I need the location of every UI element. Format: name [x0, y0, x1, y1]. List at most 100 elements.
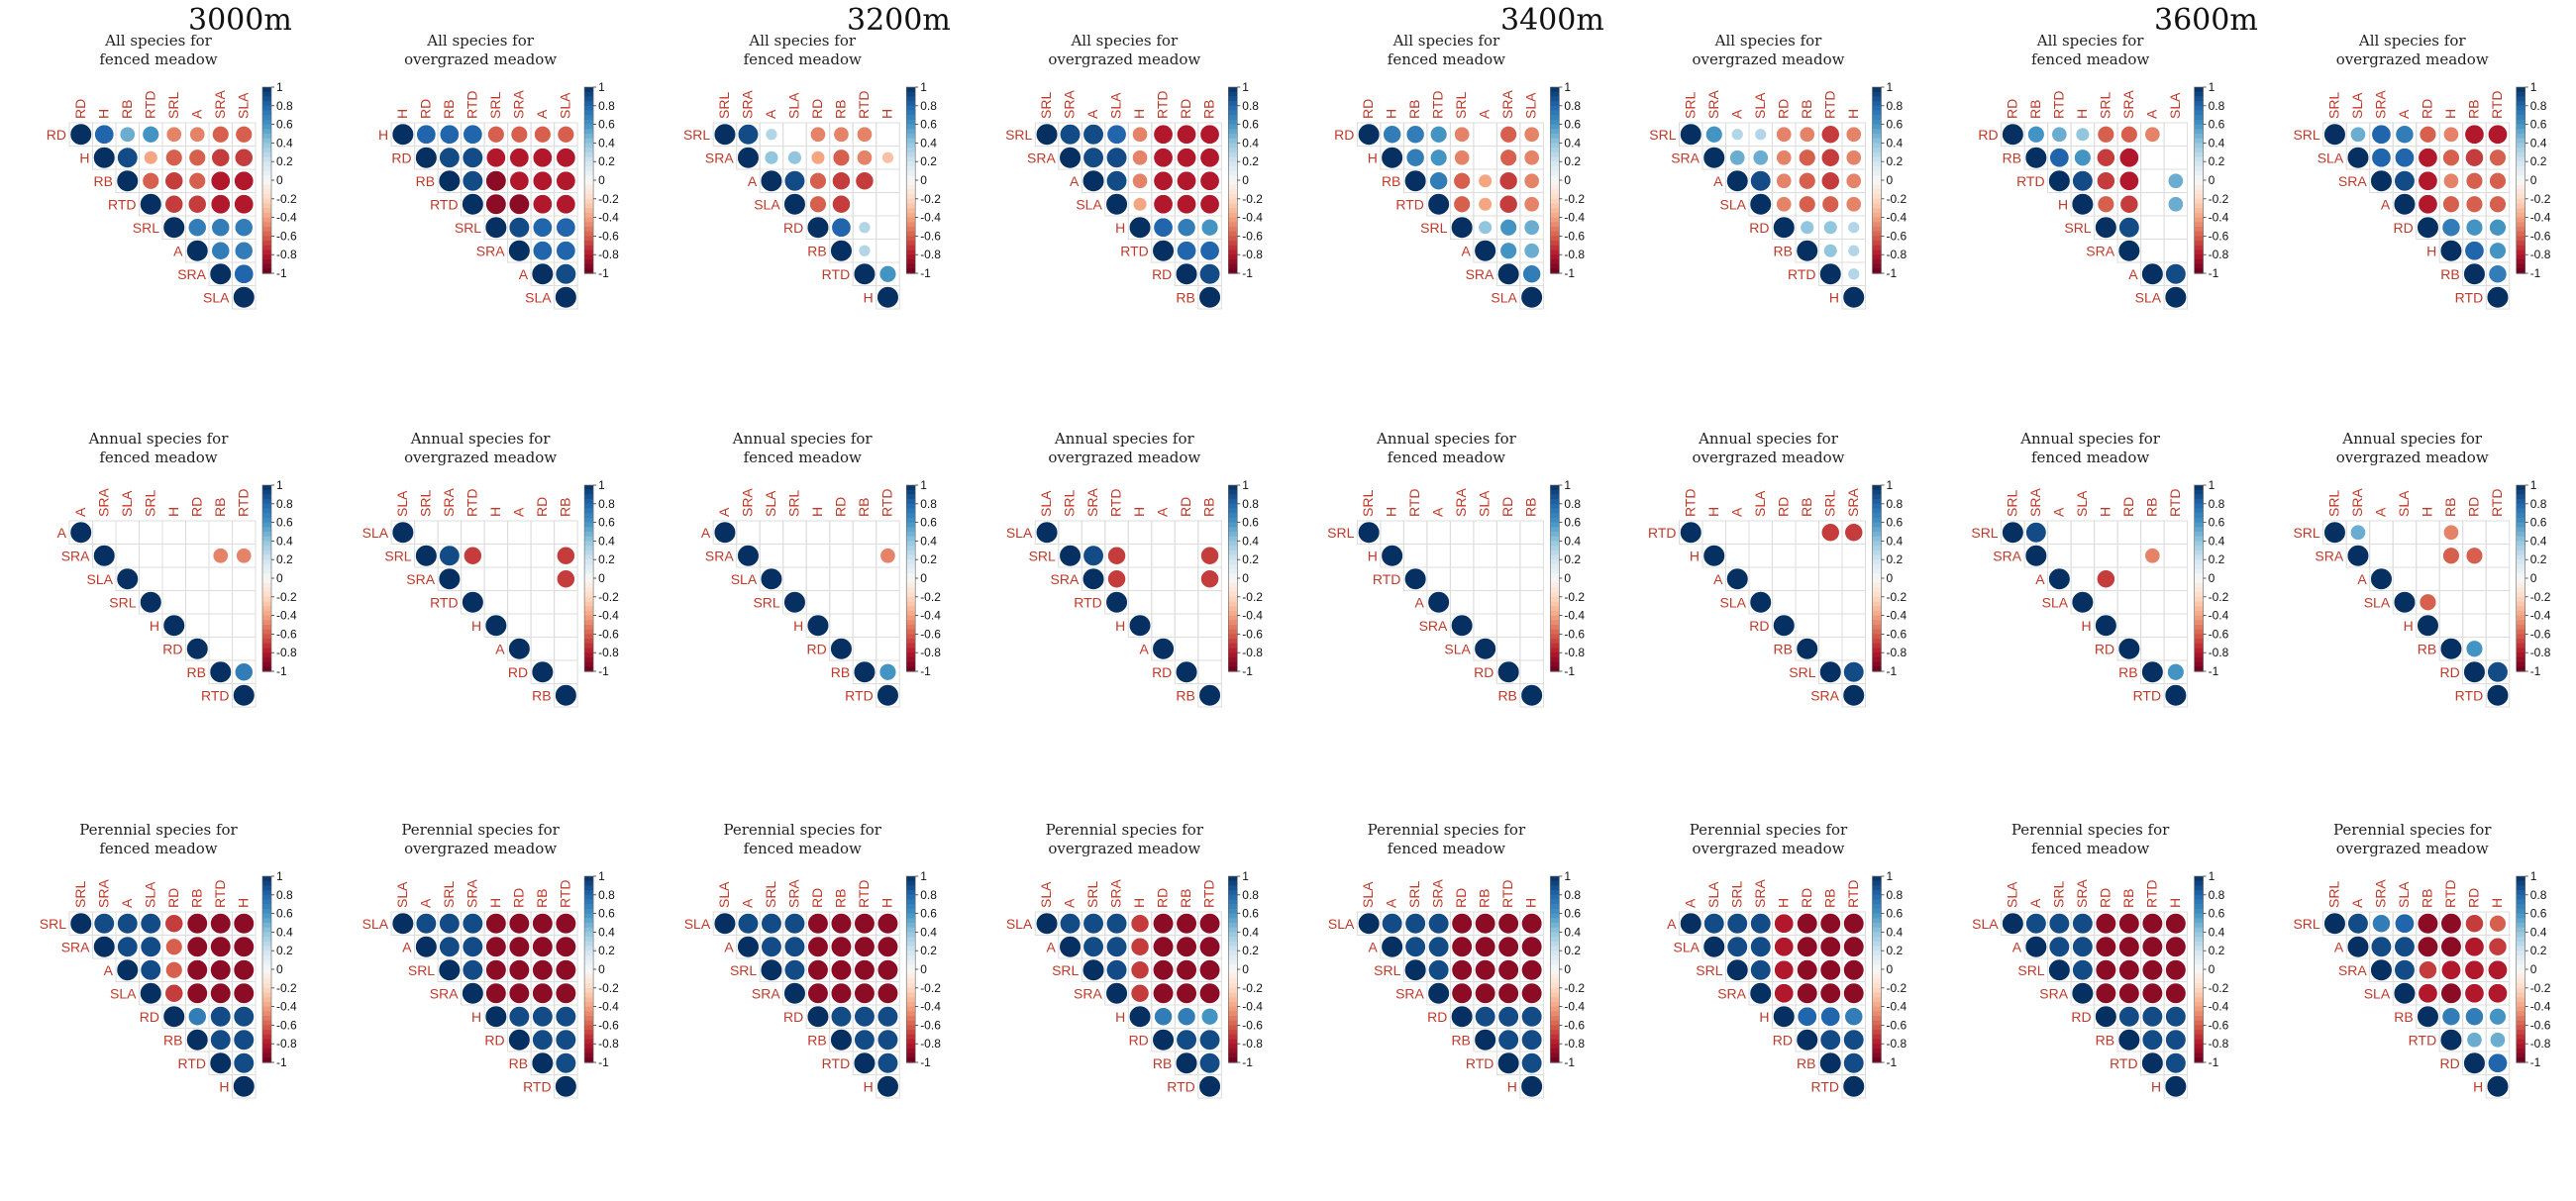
correlation-circle: [2489, 1008, 2507, 1026]
colorbar-tick-label: -0.2: [1242, 981, 1263, 995]
correlation-circle: [1404, 913, 1426, 935]
correlation-circle: [2465, 148, 2484, 167]
colorbar-segment: [2516, 554, 2525, 560]
row-label: H: [471, 1009, 481, 1025]
column-label: RD: [417, 99, 433, 119]
colorbar-segment: [1550, 666, 1560, 672]
colorbar-segment: [1872, 165, 1882, 172]
colorbar-segment: [1228, 554, 1238, 560]
colorbar-tick-label: -1: [1887, 1055, 1898, 1069]
colorbar-segment: [1228, 189, 1238, 195]
correlation-circle: [1680, 912, 1702, 935]
colorbar-segment: [1228, 876, 1238, 882]
colorbar-tick-label: 0.2: [1242, 944, 1259, 957]
correlation-circle: [485, 959, 507, 981]
colorbar-segment: [2194, 899, 2204, 905]
row-label: RD: [140, 1009, 159, 1025]
correlation-circle: [2417, 614, 2439, 637]
colorbar-segment: [2194, 568, 2204, 574]
colorbar-segment: [906, 1044, 916, 1050]
correlation-circle: [142, 172, 159, 190]
colorbar-segment: [584, 606, 594, 612]
grid-cell: [759, 544, 784, 568]
correlation-circle: [1497, 1006, 1519, 1028]
panel-title: All species for: [1392, 32, 1500, 50]
correlation-circle: [233, 1006, 255, 1028]
colorbar-segment: [262, 198, 271, 205]
grid-cell: [483, 544, 509, 568]
colorbar-segment: [584, 918, 594, 924]
colorbar-segment: [1550, 625, 1560, 631]
correlation-circle: [854, 936, 876, 957]
grid-cell: [1402, 520, 1428, 545]
colorbar-segment: [2194, 1044, 2204, 1050]
row-label: RB: [831, 664, 850, 680]
colorbar-segment: [2516, 899, 2525, 905]
correlation-circle: [1819, 959, 1841, 981]
column-label: SRA: [2349, 488, 2365, 517]
row-label: SRL: [408, 962, 435, 978]
panel-title: overgrazed meadow: [404, 449, 557, 466]
column-label: H: [878, 898, 894, 908]
column-label: SRA: [95, 488, 111, 517]
grid-cell: [232, 683, 257, 708]
row-label: SRA: [2315, 548, 2343, 563]
colorbar-tick-label: -0.4: [2530, 1000, 2551, 1014]
colorbar-segment: [584, 1052, 594, 1058]
grid-cell: [507, 613, 532, 638]
correlation-circle: [783, 170, 806, 192]
grid-cell: [1795, 590, 1819, 615]
row-label: H: [1829, 289, 1839, 305]
colorbar-segment: [584, 148, 594, 153]
column-label: RB: [188, 889, 204, 908]
grid-cell: [1449, 590, 1475, 615]
grid-cell: [2416, 544, 2440, 568]
colorbar-segment: [1550, 964, 1560, 970]
colorbar-segment: [262, 241, 271, 247]
colorbar-segment: [2516, 959, 2525, 965]
colorbar-segment: [1228, 918, 1238, 924]
colorbar-segment: [1550, 96, 1560, 102]
colorbar-segment: [584, 610, 594, 617]
colorbar-segment: [1228, 1044, 1238, 1050]
correlation-circle: [807, 913, 829, 935]
colorbar-segment: [1872, 517, 1882, 524]
correlation-circle: [2442, 195, 2460, 213]
grid-cell: [2485, 285, 2511, 310]
colorbar-segment: [906, 532, 916, 538]
colorbar-tick-label: -0.6: [598, 229, 619, 243]
colorbar-tick-label: 0.8: [276, 888, 293, 902]
colorbar-segment: [262, 601, 271, 607]
grid-cell: [1725, 520, 1750, 545]
colorbar-segment: [1872, 639, 1882, 645]
colorbar-tick-label: 0.8: [2209, 888, 2225, 902]
colorbar-segment: [1228, 156, 1238, 162]
row-label: H: [1368, 150, 1378, 165]
column-label: RD: [1799, 888, 1814, 908]
grid-cell: [1151, 520, 1176, 545]
correlation-circle: [854, 1006, 876, 1028]
colorbar-tick-label: -0.6: [1242, 1018, 1263, 1032]
colorbar-segment: [584, 494, 594, 500]
colorbar-segment: [1228, 1025, 1238, 1031]
correlation-circle: [2464, 959, 2485, 980]
colorbar-tick-label: 1: [276, 478, 283, 492]
colorbar-segment: [1228, 908, 1238, 915]
colorbar-segment: [2194, 546, 2204, 551]
colorbar-segment: [1228, 648, 1238, 653]
correlation-circle: [555, 1052, 576, 1074]
colorbar-tick-label: -0.2: [1887, 981, 1907, 995]
colorbar-segment: [1872, 890, 1882, 896]
colorbar-segment: [262, 254, 271, 260]
colorbar-segment: [1228, 241, 1238, 247]
correlation-circle: [1152, 936, 1175, 957]
colorbar-segment: [584, 899, 594, 905]
correlation-circle: [765, 128, 778, 141]
correlation-circle: [2465, 172, 2484, 190]
column-label: H: [487, 898, 503, 908]
colorbar-tick-label: -0.4: [1242, 1000, 1263, 1014]
colorbar-tick-label: -1: [1564, 1055, 1575, 1069]
grid-cell: [507, 544, 532, 568]
